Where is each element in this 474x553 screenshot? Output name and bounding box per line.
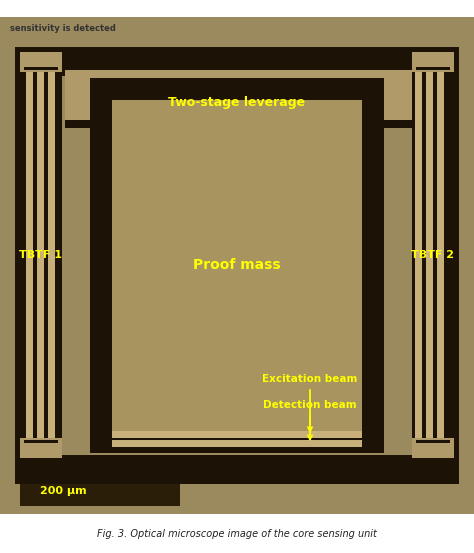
- Bar: [15, 455, 459, 484]
- Bar: [437, 72, 444, 438]
- Bar: [15, 47, 459, 76]
- Bar: [416, 67, 450, 70]
- Bar: [20, 52, 62, 72]
- Bar: [412, 52, 454, 72]
- Bar: [112, 100, 362, 431]
- Bar: [112, 431, 362, 438]
- Bar: [362, 77, 384, 453]
- Bar: [20, 52, 62, 458]
- Bar: [412, 52, 454, 458]
- Bar: [412, 438, 454, 458]
- Text: 200 μm: 200 μm: [40, 486, 87, 496]
- Bar: [426, 72, 433, 438]
- Text: Fig. 3. Optical microscope image of the core sensing unit: Fig. 3. Optical microscope image of the …: [97, 529, 377, 539]
- Text: Proof mass: Proof mass: [193, 258, 281, 273]
- Bar: [65, 62, 415, 70]
- Bar: [15, 47, 43, 484]
- Text: Excitation beam: Excitation beam: [262, 374, 358, 431]
- Bar: [20, 438, 62, 458]
- Text: Two-stage leverage: Two-stage leverage: [168, 96, 306, 109]
- Bar: [416, 440, 450, 443]
- Bar: [65, 62, 415, 128]
- Bar: [90, 431, 384, 453]
- Text: TBTF 2: TBTF 2: [411, 251, 455, 260]
- Bar: [26, 72, 33, 438]
- Text: TBTF 1: TBTF 1: [19, 251, 63, 260]
- Bar: [37, 72, 44, 438]
- Bar: [415, 72, 422, 438]
- Bar: [431, 47, 459, 484]
- Text: Detection beam: Detection beam: [263, 400, 357, 440]
- Bar: [20, 484, 180, 506]
- Bar: [48, 72, 55, 438]
- Text: sensitivity is detected: sensitivity is detected: [10, 24, 116, 33]
- Bar: [24, 67, 58, 70]
- Bar: [24, 440, 58, 443]
- Bar: [65, 120, 415, 128]
- Bar: [112, 440, 362, 447]
- Bar: [90, 77, 384, 100]
- Bar: [90, 77, 112, 453]
